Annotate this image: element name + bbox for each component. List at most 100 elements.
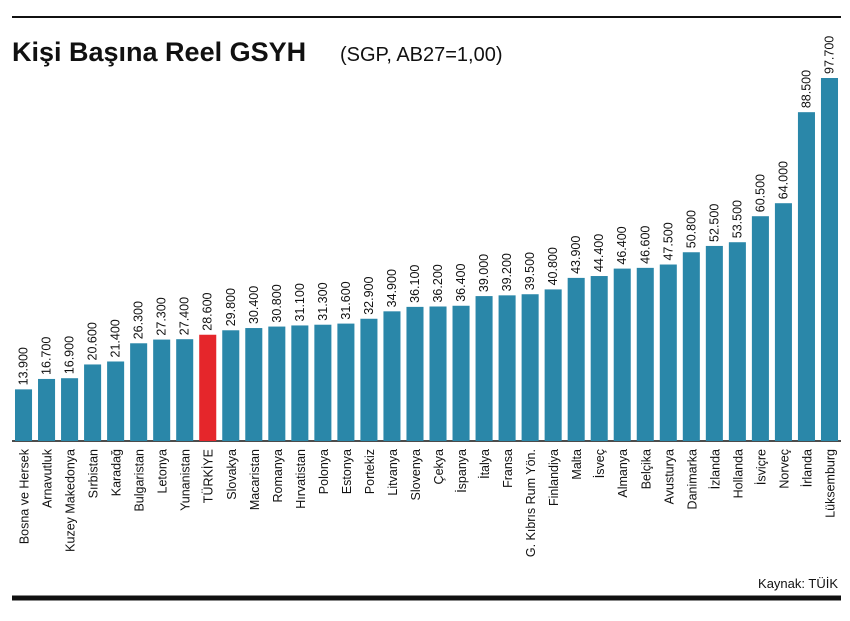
x-tick-label: İsveç: [593, 449, 607, 478]
value-label: 27.400: [178, 297, 192, 335]
bar: [521, 294, 539, 441]
value-label: 46.400: [615, 226, 629, 264]
bar: [567, 277, 585, 441]
chart-subtitle: (SGP, AB27=1,00): [340, 44, 503, 66]
bar: [659, 264, 677, 441]
bar: [705, 245, 723, 441]
x-tick-label: Letonya: [156, 449, 170, 494]
bar: [360, 318, 378, 441]
bar: [498, 295, 516, 441]
bar: [153, 339, 171, 441]
value-label: 36.100: [408, 265, 422, 303]
value-label: 16.900: [63, 336, 77, 374]
x-tick-label: Estonya: [340, 449, 354, 494]
x-tick-label: Portekiz: [363, 449, 377, 494]
x-tick-label: Avusturya: [662, 449, 676, 504]
value-label: 52.500: [707, 204, 721, 242]
value-label: 20.600: [86, 322, 100, 360]
x-tick-label: Yunanistan: [179, 449, 193, 511]
value-label: 39.000: [477, 254, 491, 292]
value-label: 31.100: [293, 283, 307, 321]
value-label: 30.800: [270, 284, 284, 322]
source: Kaynak: TÜİK: [758, 576, 838, 591]
bar: [636, 267, 654, 441]
x-tick-label: Bulgaristan: [133, 449, 147, 512]
x-tick-label: Almanya: [616, 449, 630, 498]
x-tick-label: Malta: [570, 449, 584, 480]
x-tick-label: İtalya: [478, 449, 492, 479]
value-label: 97.700: [822, 36, 836, 74]
x-tick-label: Hollanda: [731, 449, 745, 498]
x-tick-label: Lüksemburg: [823, 449, 837, 518]
x-tick-label: İzlanda: [708, 449, 722, 489]
bar: [613, 268, 631, 441]
bar: [751, 216, 769, 441]
bar: [429, 306, 447, 441]
value-label: 36.400: [454, 263, 468, 301]
chart-title: Kişi Başına Reel GSYH: [12, 37, 306, 67]
value-label: 34.900: [385, 269, 399, 307]
x-tick-label: Norveç: [777, 449, 791, 489]
value-label: 46.600: [638, 226, 652, 264]
value-label: 64.000: [776, 161, 790, 199]
x-tick-label: İrlanda: [800, 449, 814, 487]
value-label: 60.500: [753, 174, 767, 212]
x-tick-label: Danimarka: [685, 449, 699, 509]
value-label: 39.500: [523, 252, 537, 290]
value-label: 40.800: [546, 247, 560, 285]
x-tick-label: Polonya: [317, 449, 331, 494]
x-tick-label: Belçika: [639, 449, 653, 489]
x-tick-label: Hırvatistan: [294, 449, 308, 509]
value-label: 50.800: [684, 210, 698, 248]
x-tick-label: Kuzey Makedonya: [64, 449, 78, 552]
bar: [84, 364, 102, 441]
x-tick-label: Slovenya: [409, 449, 423, 500]
bar: [406, 306, 424, 441]
x-tick-label: İspanya: [455, 449, 469, 493]
bar: [38, 378, 56, 441]
value-label: 28.600: [201, 292, 215, 330]
bar: [61, 378, 79, 441]
bar: [590, 276, 608, 441]
x-tick-label: Sırbistan: [87, 449, 101, 498]
value-label: 39.200: [500, 253, 514, 291]
x-tick-label: Litvanya: [386, 449, 400, 496]
x-tick-label: Karadağ: [110, 449, 124, 496]
bar: [728, 242, 746, 441]
value-label: 32.900: [362, 276, 376, 314]
x-tick-label: Romanya: [271, 449, 285, 503]
bar: [682, 252, 700, 441]
bar: [452, 305, 470, 441]
bar: [475, 296, 493, 441]
value-label: 31.300: [316, 282, 330, 320]
x-tick-label: İsviçre: [754, 449, 768, 485]
value-label: 16.700: [40, 337, 54, 375]
x-tick-label: Slovakya: [225, 449, 239, 500]
value-label: 88.500: [799, 70, 813, 108]
x-tick-label: Finlandiya: [547, 449, 561, 506]
bar: [245, 328, 263, 441]
x-tick-label: G. Kıbrıs Rum Yön.: [524, 449, 538, 557]
bar: [130, 343, 148, 441]
x-tick-label: Çekya: [432, 449, 446, 484]
value-label: 26.300: [132, 301, 146, 339]
value-label: 31.600: [339, 281, 353, 319]
bar: [14, 389, 33, 441]
value-label: 53.500: [730, 200, 744, 238]
value-label: 13.900: [17, 347, 31, 385]
bar: [337, 323, 355, 441]
bar: [544, 289, 562, 441]
bar: [176, 339, 194, 441]
bar: [291, 325, 309, 441]
bar: [314, 324, 332, 441]
value-label: 47.500: [661, 222, 675, 260]
bar: [107, 361, 125, 441]
value-label: 27.300: [155, 297, 169, 335]
bar: [774, 203, 792, 441]
x-tick-label: Arnavutluk: [41, 448, 55, 508]
x-tick-label: TÜRKİYE: [202, 449, 216, 503]
bar: [199, 334, 217, 441]
value-label: 36.200: [431, 264, 445, 302]
value-label: 43.900: [569, 236, 583, 274]
